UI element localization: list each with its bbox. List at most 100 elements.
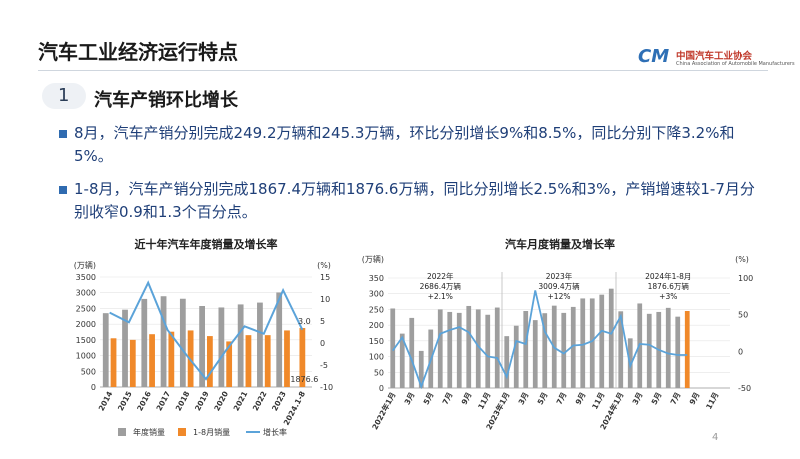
- ytd-sales-bar: [149, 334, 155, 387]
- y2-tick-label: -50: [738, 384, 751, 393]
- monthly-sales-bar: [542, 313, 548, 388]
- legend-swatch: [118, 428, 126, 436]
- bullet-item: 1-8月，汽车产销分别完成1867.4万辆和1876.6万辆，同比分别增长2.5…: [59, 178, 764, 224]
- bullet-square-icon: [59, 130, 67, 138]
- right-axis-unit: (%): [317, 261, 331, 270]
- x-tick-label: 11月: [704, 391, 720, 411]
- y-tick-label: 2500: [76, 304, 96, 313]
- x-tick-label: 7月: [555, 391, 569, 406]
- annotation-label: 2024年1-8月: [645, 271, 691, 281]
- ytd-sales-bar: [226, 341, 233, 387]
- monthly-sales-bar: [532, 320, 538, 388]
- legend-item: 1-8月销量: [178, 427, 230, 437]
- monthly-sales-bar: [456, 312, 462, 388]
- x-tick-label: 5月: [422, 391, 436, 406]
- monthly-sales-bar: [447, 311, 453, 388]
- monthly-sales-bar: [580, 298, 586, 388]
- x-tick-label: 7月: [669, 391, 683, 406]
- annual-sales-bar: [160, 296, 167, 387]
- y-tick-label: 200: [369, 321, 384, 330]
- monthly-sales-bar: [646, 313, 652, 388]
- monthly-sales-bar: [399, 333, 405, 388]
- y2-tick-label: 0: [320, 339, 325, 348]
- page-title: 汽车工业经济运行特点: [38, 40, 238, 64]
- monthly-sales-bar: [589, 298, 595, 388]
- y-tick-label: 250: [369, 305, 384, 314]
- legend-swatch: [178, 428, 186, 436]
- x-tick-label: 3月: [631, 391, 645, 406]
- y2-tick-label: -5: [320, 361, 328, 370]
- caam-logo: CM 中国汽车工业协会 China Association of Automob…: [638, 46, 795, 72]
- legend-item: 年度销量: [118, 427, 165, 437]
- section-number: 1: [42, 83, 86, 109]
- y-tick-label: 2000: [76, 320, 96, 329]
- ytd-sales-bar: [264, 335, 271, 387]
- annotation-label: 2022年: [427, 271, 454, 281]
- annotation-label: 2023年: [546, 271, 573, 281]
- ytd-sales-bar: [110, 338, 117, 387]
- bullet-square-icon: [59, 186, 67, 194]
- legend-label: 增长率: [263, 427, 287, 437]
- monthly-sales-bar: [485, 314, 491, 388]
- x-tick-label: 9月: [688, 391, 702, 406]
- monthly-sales-bar: [665, 307, 671, 388]
- header-divider: [38, 70, 768, 71]
- monthly-sales-bar: [418, 350, 424, 388]
- x-tick-label: 2022年1月: [369, 390, 397, 431]
- annual-sales-bar: [102, 313, 109, 387]
- logo-mark: CM: [638, 46, 670, 67]
- logo-english: China Association of Automobile Manufact…: [676, 61, 795, 67]
- ytd-sales-bar: [207, 336, 213, 387]
- annual-sales-bar: [179, 298, 186, 387]
- y-tick-label: 100: [369, 353, 384, 362]
- monthly-sales-bar: [390, 308, 396, 388]
- right-axis-unit: (%): [735, 255, 749, 264]
- monthly-sales-bar: [599, 294, 605, 388]
- annual-sales-bar: [141, 298, 148, 387]
- legend-item: 增长率: [246, 427, 287, 437]
- annotation-rate: +3%: [659, 292, 677, 301]
- annual-sales-bar: [199, 306, 205, 387]
- y-tick-label: 1000: [76, 352, 96, 361]
- annotation-rate: +12%: [548, 292, 571, 301]
- y2-tick-label: 0: [738, 347, 743, 356]
- annual-sales-bar: [122, 309, 128, 387]
- legend-label: 年度销量: [133, 427, 165, 437]
- chart-title: 汽车月度销量及增长率: [505, 237, 615, 251]
- y2-tick-label: 5: [320, 317, 325, 326]
- x-tick-label: 3月: [403, 391, 417, 406]
- x-tick-label: 7月: [441, 391, 455, 406]
- section-title: 汽车产销环比增长: [94, 90, 238, 111]
- bullet-item: 8月，汽车产销分别完成249.2万辆和245.3万辆，环比分别增长9%和8.5%…: [59, 122, 764, 168]
- monthly-sales-bar: [608, 288, 614, 388]
- ytd-sales-bar: [168, 331, 175, 387]
- logo-text: 中国汽车工业协会: [676, 51, 753, 62]
- x-tick-label: 5月: [536, 391, 550, 406]
- y2-tick-label: -10: [320, 383, 333, 392]
- annotation-detail: 3009.4万辆: [538, 281, 580, 291]
- data-label: 3.0: [298, 317, 311, 326]
- annual-sales-bar: [218, 307, 225, 387]
- x-tick-label: 3月: [517, 391, 531, 406]
- growth-rate-line: [392, 290, 688, 390]
- legend-label: 1-8月销量: [193, 427, 230, 437]
- y2-tick-label: 15: [320, 273, 330, 282]
- y-tick-label: 50: [374, 368, 384, 377]
- bullet-text: 8月，汽车产销分别完成249.2万辆和245.3万辆，环比分别增长9%和8.5%…: [74, 124, 735, 165]
- monthly-sales-bar: [675, 316, 681, 388]
- x-tick-label: 9月: [574, 391, 588, 406]
- x-tick-label: 5月: [650, 391, 664, 406]
- monthly-sales-bar: [494, 307, 500, 388]
- y-tick-label: 3000: [76, 289, 96, 298]
- monthly-sales-bar: [684, 311, 690, 388]
- ytd-sales-bar: [284, 330, 290, 387]
- left-axis-unit: (万辆): [362, 254, 384, 264]
- y-tick-label: 300: [369, 290, 384, 299]
- annotation-detail: 1876.6万辆: [648, 281, 690, 291]
- monthly-sales-bar: [513, 325, 519, 388]
- monthly-sales-bar: [504, 336, 510, 388]
- monthly-sales-bar: [561, 312, 567, 388]
